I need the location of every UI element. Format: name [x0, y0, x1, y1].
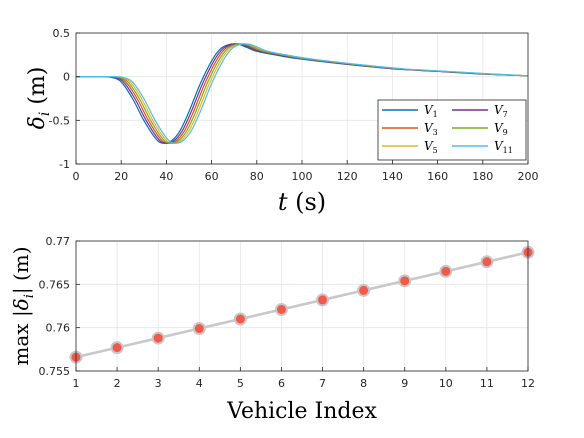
top-x-tick-label: 200	[518, 170, 539, 183]
bottom-x-tick-label: 10	[439, 377, 453, 390]
bottom-y-ticks: 0.755 0.76 0.765 0.77	[39, 235, 80, 378]
top-x-tick-label: 180	[472, 170, 493, 183]
bottom-series-line	[75, 251, 529, 359]
data-point-vehicle-6	[274, 302, 288, 316]
top-x-tick-label: 160	[427, 170, 448, 183]
bottom-y-tick-label: 0.765	[39, 278, 71, 291]
max-deviation-line	[75, 251, 529, 359]
bottom-x-tick-label: 9	[401, 377, 408, 390]
legend-label-v11: V11	[494, 139, 513, 155]
top-y-tick-label: 0.5	[53, 27, 71, 40]
legend-label-v3: V3	[424, 121, 438, 137]
bottom-x-tick-label: 11	[480, 377, 494, 390]
bottom-x-tick-label: 12	[521, 377, 535, 390]
top-x-tick-label: 60	[205, 170, 219, 183]
bottom-x-tick-label: 7	[319, 377, 326, 390]
data-point-vehicle-8	[357, 283, 371, 297]
legend-label-v1: V1	[424, 103, 438, 119]
top-x-tick-label: 40	[159, 170, 173, 183]
data-point-vehicle-4	[192, 322, 206, 336]
data-point-vehicle-3	[151, 331, 165, 345]
top-y-tick-label: -0.5	[49, 114, 70, 127]
top-x-tick-label: 80	[250, 170, 264, 183]
series-line-v11	[75, 43, 529, 144]
data-point-vehicle-2	[110, 341, 124, 355]
data-point-vehicle-7	[316, 293, 330, 307]
legend-label-v5: V5	[424, 139, 438, 155]
bottom-x-tick-label: 8	[360, 377, 367, 390]
bottom-x-axis-label: Vehicle Index	[226, 399, 377, 424]
legend-label-v7: V7	[494, 103, 508, 119]
bottom-x-tick-label: 3	[155, 377, 162, 390]
top-y-axis-label: δi (m)	[25, 67, 53, 130]
top-series-lines	[75, 43, 529, 144]
top-x-tick-label: 20	[114, 170, 128, 183]
legend-label-v9: V9	[494, 121, 508, 137]
bottom-x-tick-label: 4	[196, 377, 203, 390]
top-x-axis-label: t (s)	[278, 188, 326, 216]
top-x-tick-label: 140	[382, 170, 403, 183]
top-x-tick-label: 100	[292, 170, 313, 183]
bottom-x-tick-label: 2	[114, 377, 121, 390]
top-plot: 0 20 40 60 80 100 120 140 160 180 200 -1 -0.5 0 0.5 V…	[25, 27, 539, 216]
bottom-plot-frame	[75, 240, 529, 372]
bottom-y-tick-label: 0.755	[39, 365, 71, 378]
data-point-vehicle-5	[233, 312, 247, 326]
data-point-vehicle-11	[480, 255, 494, 269]
top-y-tick-label: 0	[63, 71, 70, 84]
top-x-ticks: 0 20 40 60 80 100 120 140 160 180 200	[73, 160, 539, 183]
data-point-vehicle-9	[398, 274, 412, 288]
bottom-x-tick-label: 6	[278, 377, 285, 390]
bottom-x-tick-label: 5	[237, 377, 244, 390]
bottom-y-tick-label: 0.76	[46, 322, 71, 335]
top-legend: V1 V3 V5 V7 V9 V11	[377, 99, 527, 161]
bottom-x-tick-label: 1	[73, 377, 80, 390]
top-x-tick-label: 120	[337, 170, 358, 183]
top-x-tick-label: 0	[73, 170, 80, 183]
data-point-vehicle-10	[439, 264, 453, 278]
bottom-y-tick-label: 0.77	[46, 235, 71, 248]
bottom-y-axis-label: max |δi| (m)	[9, 246, 37, 365]
bottom-x-ticks: 1 2 3 4 5 6 7 8 9 10 11 12	[73, 367, 535, 390]
top-y-ticks: -1 -0.5 0 0.5	[49, 27, 80, 171]
top-y-tick-label: -1	[59, 158, 70, 171]
